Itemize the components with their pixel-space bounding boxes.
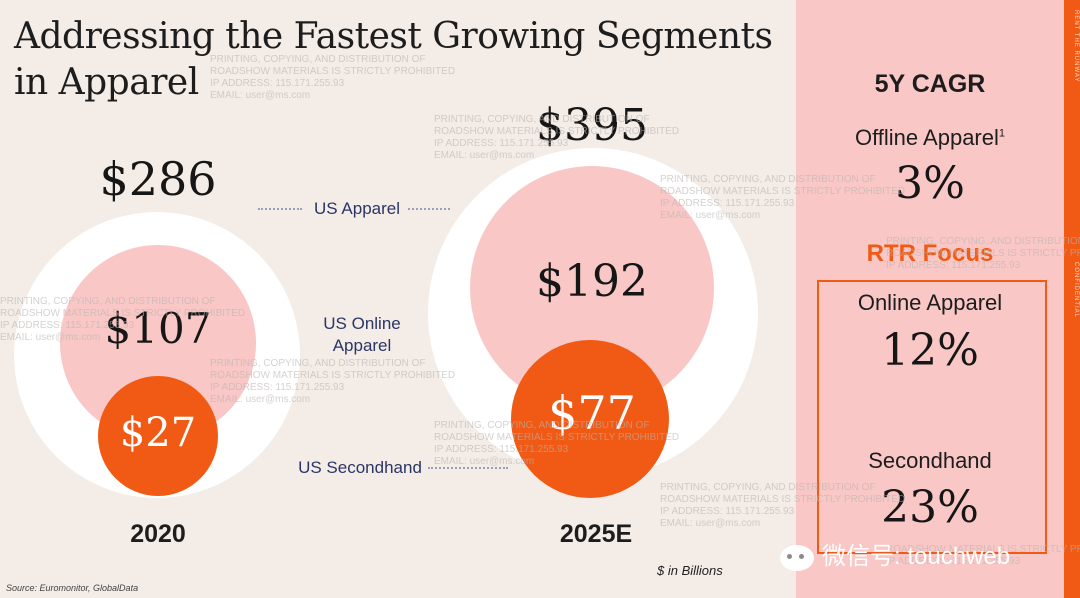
wechat-handle-text: 微信号: touchweb [822,543,1011,570]
watermark-line: IP ADDRESS: 115.171.255.93 [660,506,795,517]
cagr-title: 5Y CAGR [874,70,986,98]
rtr-focus-heading: RTR Focus [866,240,994,267]
slide-title: Addressing the Fastest Growing Segments … [14,16,773,103]
watermark-line: EMAIL: user@ms.com [660,518,761,529]
us-secondhand-leader-right [428,467,508,469]
wechat-handle: 微信号: touchweb [780,536,1010,571]
stripe-text-top: RENT THE RUNWAY [1073,10,1079,83]
us-secondhand-label: US Secondhand [298,458,422,477]
cagr-panel [796,0,1064,598]
us-secondhand-circle-2020 [98,376,218,496]
year-label-2025e: 2025E [559,520,633,548]
wechat-icon [780,544,814,571]
watermark-line: EMAIL: user@ms.com [434,150,535,161]
us-apparel-value-2025e: $395 [536,100,648,151]
us-apparel-value-2020: $286 [99,152,217,206]
offline-apparel-cagr: 3% [895,158,965,209]
us-online-apparel-value-2025e: $192 [536,256,648,307]
us-apparel-label: US Apparel [314,199,400,218]
us-online-apparel-label-line2: Apparel [332,336,392,355]
offline-apparel-label: Offline Apparel1 [796,125,1064,151]
us-apparel-leader-left [258,208,302,210]
us-secondhand-value-2025e: $77 [548,386,636,440]
year-label-2020: 2020 [130,520,186,548]
secondhand-cagr: 23% [881,482,979,533]
online-apparel-label: Online Apparel [857,290,1003,315]
rtr-focus-box [817,280,1047,554]
us-apparel-leader-right [408,208,450,210]
online-apparel-cagr: 12% [881,325,979,376]
brand-stripe [1064,0,1080,598]
us-online-apparel-label: US Online Apparel [323,313,400,357]
secondhand-label: Secondhand [868,448,992,473]
stripe-text-bottom: CONFIDENTIAL [1073,262,1079,319]
us-online-apparel-value-2020: $107 [104,304,212,353]
source-note: Source: Euromonitor, GlobalData [6,583,139,593]
us-secondhand-circle-2025e [511,340,669,498]
offline-apparel-label-text: Offline Apparel [854,125,999,150]
us-secondhand-value-2020: $27 [119,410,197,456]
units-note: $ in Billions [657,563,723,578]
offline-apparel-footnote-mark: 1 [998,127,1006,140]
us-online-apparel-label-line1: US Online [323,314,401,333]
